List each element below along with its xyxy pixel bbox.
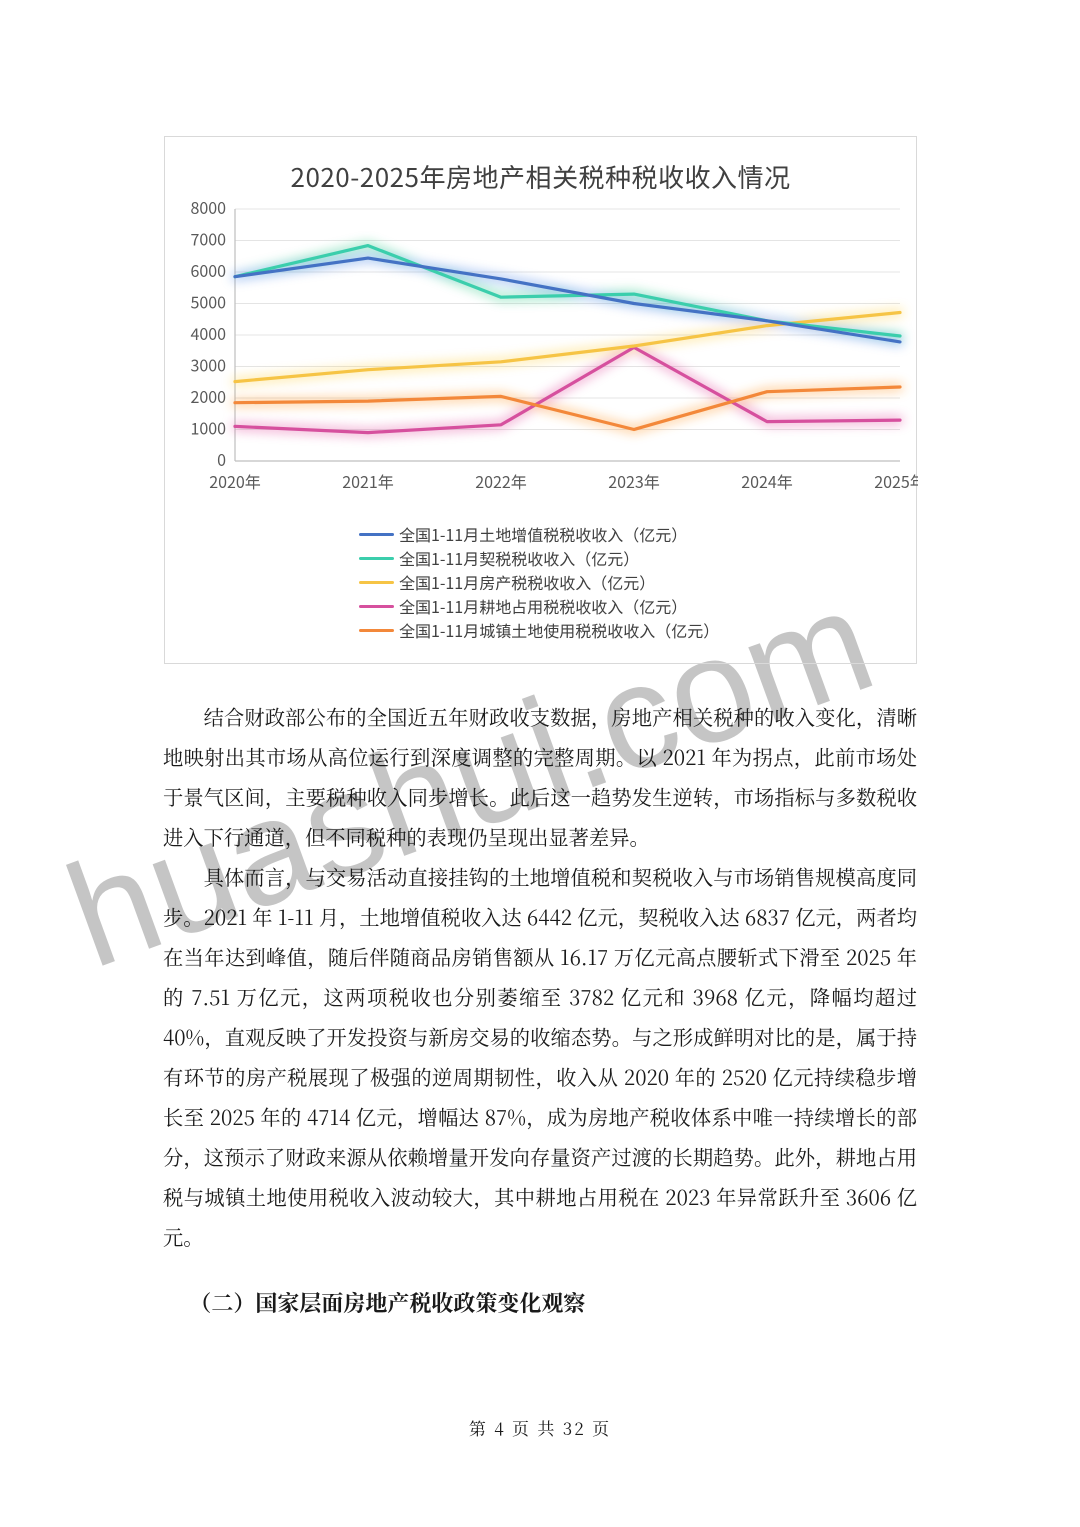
- svg-text:2021年: 2021年: [342, 469, 394, 493]
- svg-text:7000: 7000: [190, 227, 226, 251]
- svg-text:8000: 8000: [190, 195, 226, 219]
- svg-text:3000: 3000: [190, 353, 226, 377]
- svg-text:6000: 6000: [190, 258, 226, 282]
- svg-text:4000: 4000: [190, 321, 226, 345]
- svg-text:2025年: 2025年: [874, 469, 918, 493]
- svg-text:0: 0: [217, 447, 226, 471]
- svg-text:2000: 2000: [190, 384, 226, 408]
- svg-text:2022年: 2022年: [475, 469, 527, 493]
- svg-text:2023年: 2023年: [608, 469, 660, 493]
- svg-text:5000: 5000: [190, 290, 226, 314]
- svg-text:1000: 1000: [190, 416, 226, 440]
- svg-text:2024年: 2024年: [741, 469, 793, 493]
- svg-text:2020年: 2020年: [209, 469, 261, 493]
